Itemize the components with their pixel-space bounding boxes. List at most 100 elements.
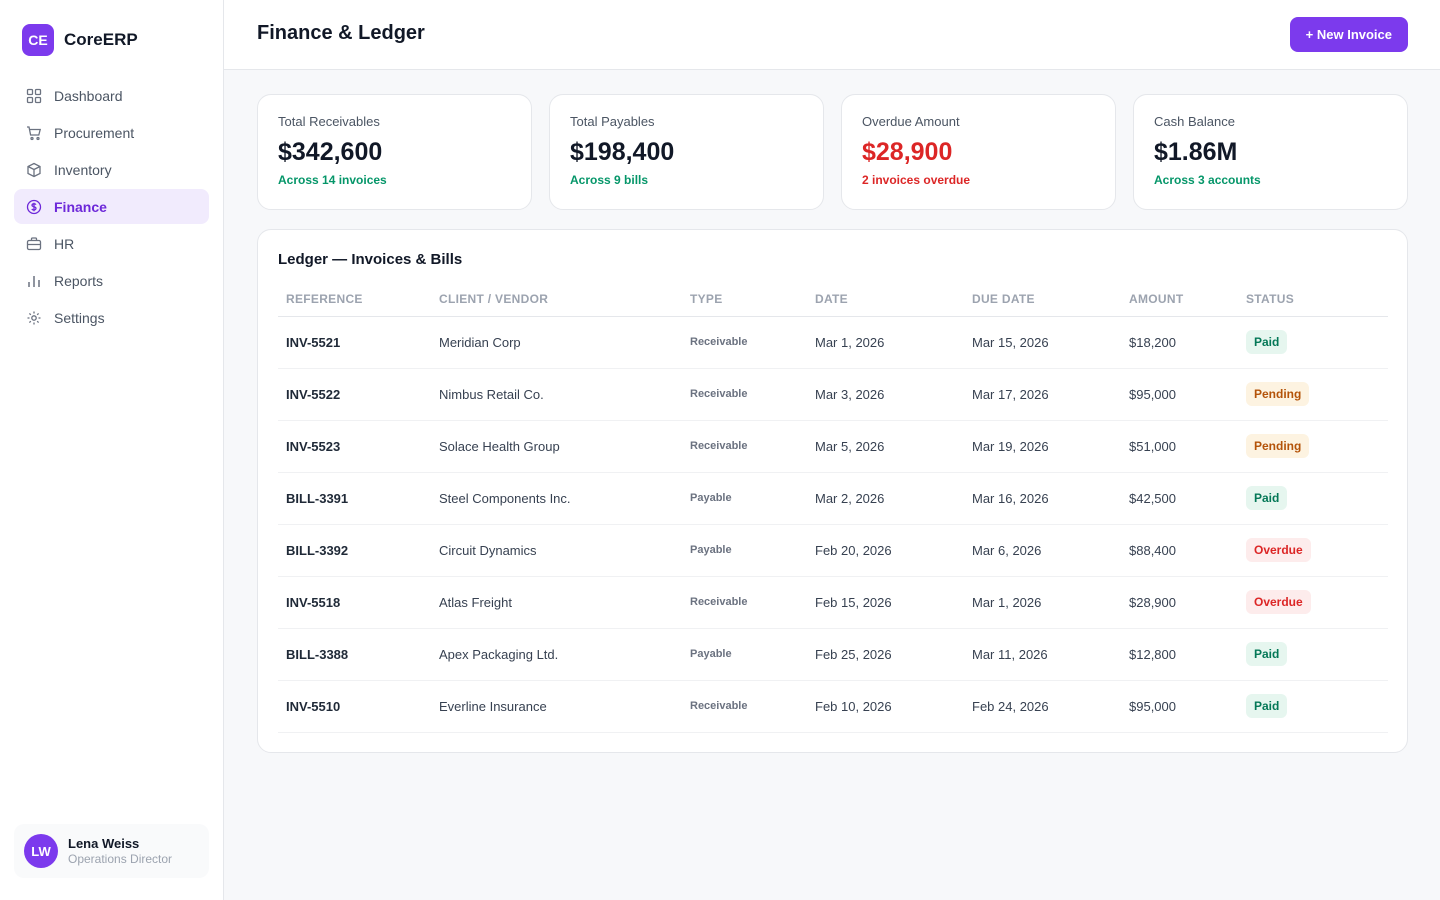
- status-badge: Paid: [1246, 694, 1288, 718]
- sidebar-item-reports[interactable]: Reports: [14, 263, 209, 298]
- bar-chart-icon: [26, 273, 42, 289]
- sidebar-item-finance[interactable]: Finance: [14, 189, 209, 224]
- status-badge: Paid: [1246, 330, 1288, 354]
- sidebar-item-inventory[interactable]: Inventory: [14, 152, 209, 187]
- cell-reference: BILL-3392: [278, 524, 431, 577]
- cell-due-date: Mar 17, 2026: [964, 368, 1121, 421]
- cell-reference: BILL-3391: [278, 472, 431, 525]
- cell-status: Paid: [1238, 628, 1388, 681]
- stat-label: Total Payables: [570, 114, 655, 129]
- cell-date: Mar 3, 2026: [807, 368, 964, 421]
- table-row[interactable]: INV-5510 Everline Insurance Receivable F…: [278, 680, 1388, 733]
- cell-status: Pending: [1238, 368, 1388, 421]
- sidebar-item-label: HR: [54, 235, 75, 252]
- cell-reference: BILL-3388: [278, 628, 431, 681]
- stat-card-cash: Cash Balance $1.86M Across 3 accounts: [1133, 94, 1408, 210]
- cell-party: Nimbus Retail Co.: [431, 368, 682, 421]
- grid-icon: [26, 88, 42, 104]
- cell-type: Receivable: [682, 420, 807, 473]
- cell-status: Paid: [1238, 472, 1388, 525]
- cell-type: Receivable: [682, 576, 807, 629]
- cell-party: Atlas Freight: [431, 576, 682, 629]
- cell-date: Mar 2, 2026: [807, 472, 964, 525]
- cell-status: Paid: [1238, 680, 1388, 733]
- cell-party: Steel Components Inc.: [431, 472, 682, 525]
- column-header-client-vendor[interactable]: CLIENT / VENDOR: [431, 283, 682, 317]
- stat-value: $342,600: [278, 138, 383, 166]
- cell-party: Meridian Corp: [431, 316, 682, 369]
- cell-type: Receivable: [682, 680, 807, 733]
- column-header-status[interactable]: STATUS: [1238, 283, 1388, 317]
- stat-card-receivables: Total Receivables $342,600 Across 14 inv…: [257, 94, 532, 210]
- cell-date: Feb 15, 2026: [807, 576, 964, 629]
- table-row[interactable]: BILL-3391 Steel Components Inc. Payable …: [278, 472, 1388, 525]
- cell-due-date: Mar 15, 2026: [964, 316, 1121, 369]
- sidebar: CE CoreERP Dashboard Procurement Invento…: [0, 0, 224, 900]
- column-header-amount[interactable]: AMOUNT: [1121, 283, 1238, 317]
- dollar-icon: [26, 199, 42, 215]
- stat-value: $28,900: [862, 138, 953, 166]
- stat-card-payables: Total Payables $198,400 Across 9 bills: [549, 94, 824, 210]
- cell-reference: INV-5523: [278, 420, 431, 473]
- sidebar-item-procurement[interactable]: Procurement: [14, 115, 209, 150]
- cell-type: Payable: [682, 628, 807, 681]
- sidebar-item-settings[interactable]: Settings: [14, 300, 209, 335]
- cell-date: Mar 5, 2026: [807, 420, 964, 473]
- briefcase-icon: [26, 236, 42, 252]
- cell-party: Solace Health Group: [431, 420, 682, 473]
- table-row[interactable]: INV-5518 Atlas Freight Receivable Feb 15…: [278, 576, 1388, 629]
- column-header-type[interactable]: TYPE: [682, 283, 807, 317]
- box-icon: [26, 162, 42, 178]
- cell-status: Overdue: [1238, 524, 1388, 577]
- user-name: Lena Weiss: [68, 836, 140, 851]
- cart-icon: [26, 125, 42, 141]
- cell-due-date: Feb 24, 2026: [964, 680, 1121, 733]
- stat-value: $198,400: [570, 138, 675, 166]
- status-badge: Pending: [1246, 434, 1310, 458]
- cell-status: Pending: [1238, 420, 1388, 473]
- cell-due-date: Mar 19, 2026: [964, 420, 1121, 473]
- cell-type: Payable: [682, 472, 807, 525]
- table-header-row: REFERENCE CLIENT / VENDOR TYPE DATE DUE …: [278, 283, 1388, 317]
- page-title: Finance & Ledger: [257, 22, 425, 44]
- sidebar-item-dashboard[interactable]: Dashboard: [14, 78, 209, 113]
- cell-reference: INV-5510: [278, 680, 431, 733]
- cell-amount: $95,000: [1121, 368, 1238, 421]
- cell-due-date: Mar 6, 2026: [964, 524, 1121, 577]
- status-badge: Paid: [1246, 486, 1288, 510]
- table-row[interactable]: BILL-3392 Circuit Dynamics Payable Feb 2…: [278, 524, 1388, 577]
- cell-type: Receivable: [682, 368, 807, 421]
- sidebar-item-hr[interactable]: HR: [14, 226, 209, 261]
- cell-reference: INV-5522: [278, 368, 431, 421]
- column-header-due-date[interactable]: DUE DATE: [964, 283, 1121, 317]
- table-row[interactable]: INV-5523 Solace Health Group Receivable …: [278, 420, 1388, 473]
- cell-type: Payable: [682, 524, 807, 577]
- cell-amount: $18,200: [1121, 316, 1238, 369]
- brand[interactable]: CE CoreERP: [22, 24, 138, 56]
- table-row[interactable]: INV-5521 Meridian Corp Receivable Mar 1,…: [278, 316, 1388, 369]
- ledger-card: Ledger — Invoices & Bills REFERENCE CLIE…: [257, 229, 1408, 753]
- new-invoice-button[interactable]: + New Invoice: [1289, 17, 1408, 52]
- cell-due-date: Mar 11, 2026: [964, 628, 1121, 681]
- user-card[interactable]: LW Lena Weiss Operations Director: [14, 824, 209, 878]
- table-row[interactable]: INV-5522 Nimbus Retail Co. Receivable Ma…: [278, 368, 1388, 421]
- cell-reference: INV-5521: [278, 316, 431, 369]
- stats-row: Total Receivables $342,600 Across 14 inv…: [257, 94, 1408, 210]
- cell-status: Paid: [1238, 316, 1388, 369]
- status-badge: Pending: [1246, 382, 1310, 406]
- status-badge: Overdue: [1246, 538, 1311, 562]
- stat-card-overdue: Overdue Amount $28,900 2 invoices overdu…: [841, 94, 1116, 210]
- column-header-date[interactable]: DATE: [807, 283, 964, 317]
- cell-amount: $88,400: [1121, 524, 1238, 577]
- table-row[interactable]: BILL-3388 Apex Packaging Ltd. Payable Fe…: [278, 628, 1388, 681]
- user-info: Lena Weiss Operations Director: [68, 836, 172, 866]
- avatar: LW: [24, 834, 58, 868]
- stat-sub: Across 3 accounts: [1154, 173, 1261, 187]
- cell-party: Circuit Dynamics: [431, 524, 682, 577]
- stat-label: Total Receivables: [278, 114, 380, 129]
- cell-party: Everline Insurance: [431, 680, 682, 733]
- ledger-title: Ledger — Invoices & Bills: [278, 251, 463, 268]
- cell-due-date: Mar 16, 2026: [964, 472, 1121, 525]
- column-header-reference[interactable]: REFERENCE: [278, 283, 431, 317]
- sidebar-item-label: Dashboard: [54, 87, 123, 104]
